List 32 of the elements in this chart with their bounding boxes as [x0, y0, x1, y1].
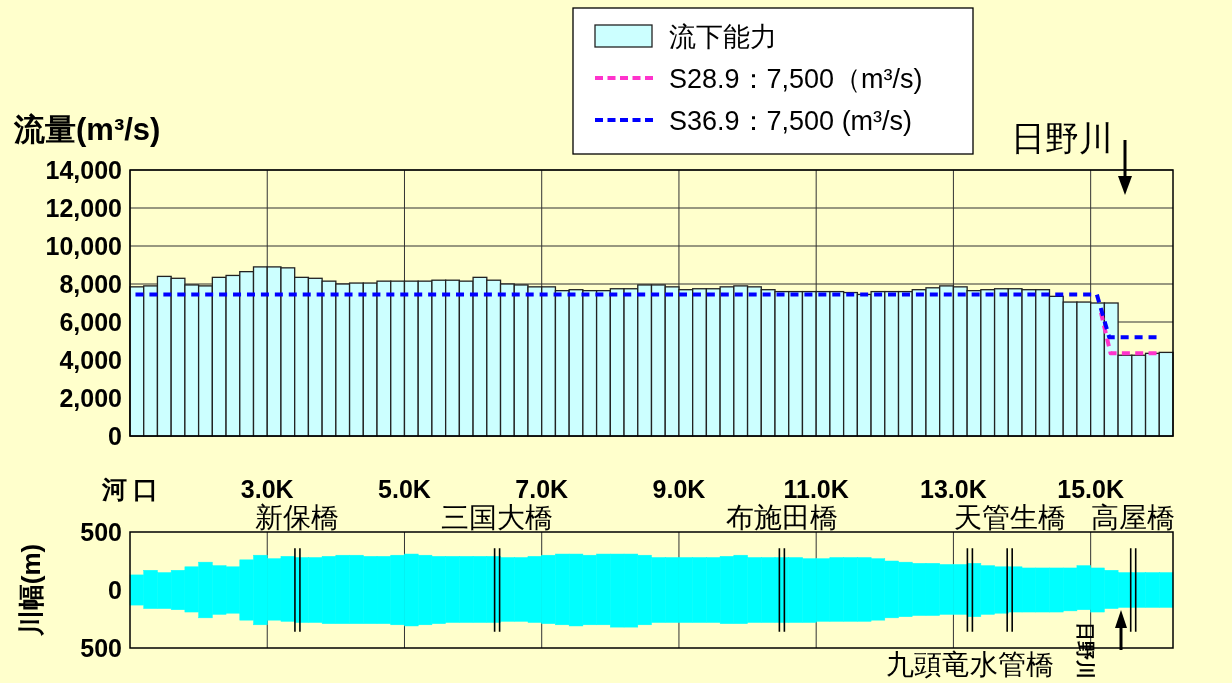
y-tick-label: 4,000	[59, 346, 122, 374]
y-tick-label: 10,000	[45, 232, 122, 260]
x-tick-label: 11.0K	[783, 475, 849, 503]
x-tick-label: 3.0K	[240, 475, 294, 503]
ref-line-label: 三国大橋	[441, 502, 554, 533]
ref-line-label: 高屋橋	[1091, 502, 1176, 533]
ref-line-label: 九頭竜水管橋	[885, 649, 1054, 680]
y-tick-label: 2,000	[59, 384, 122, 412]
legend-label: 流下能力	[669, 22, 777, 52]
y-axis-title: 川幅(m)	[16, 543, 46, 638]
text: 日野川	[1011, 119, 1113, 157]
y-tick-label: 500	[80, 634, 122, 662]
y-tick-label: 12,000	[45, 194, 122, 222]
y-tick-label: 0	[108, 422, 122, 450]
ref-line-label: 新保橋	[255, 502, 340, 533]
legend-label: S36.9：7,500 (m³/s)	[669, 106, 913, 136]
annotation: 日野川	[1075, 622, 1096, 679]
x-tick-label: 5.0K	[378, 475, 431, 503]
y-tick-label: 8,000	[59, 270, 122, 298]
ref-line-label: 布施田橋	[725, 502, 838, 533]
x-tick-label: 15.0K	[1057, 475, 1125, 503]
y-tick-label: 14,000	[45, 156, 122, 184]
y-tick-label: 500	[80, 518, 122, 546]
y-tick-label: 0	[108, 576, 122, 604]
x-tick-label: 9.0K	[652, 475, 706, 503]
y-tick-label: 6,000	[59, 308, 122, 336]
x-tick-label: 13.0K	[920, 475, 987, 503]
ref-line-label: 天管生橋	[953, 502, 1066, 533]
y-axis-title: 流量(m³/s)	[13, 112, 161, 147]
x-tick-label: 河 口	[100, 475, 159, 503]
legend-label: S28.9：7,500（m³/s)	[669, 64, 923, 94]
x-tick-label: 7.0K	[515, 475, 569, 503]
